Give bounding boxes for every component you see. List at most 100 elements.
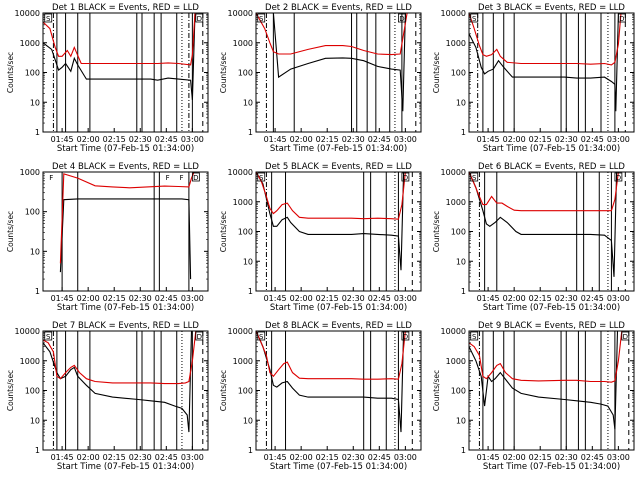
flag-box-d [621,331,630,341]
x-axis-label: Start Time (07-Feb-15 01:34:00) [483,303,620,313]
flag-box-d [398,13,406,23]
plot-frame [42,12,209,133]
plot-frame [42,330,209,451]
y-tick-label: 10 [456,257,466,266]
series-line-lld [255,330,421,380]
x-axis-label: Start Time (07-Feb-15 01:34:00) [483,462,620,472]
x-tick-label: 03:00 [607,453,630,462]
flag-d: D [623,333,628,341]
y-axis-label: Counts/sec [219,211,228,252]
flag-box-d [617,13,626,23]
y-tick-label: 1000 [233,39,253,48]
x-tick-label: 02:30 [129,453,152,462]
panel-det-4: Det 4 BLACK = Events, RED = LLD 1 10 100 100… [6,162,209,313]
y-axis-label: Counts/sec [432,211,441,252]
x-tick-label: 02:30 [342,135,365,144]
y-tick-label: 1000 [233,357,253,366]
x-tick-label: 02:00 [290,453,313,462]
series-line-lld [468,330,634,383]
flag-box-s [470,13,479,23]
y-axis-label: Counts/sec [219,370,228,411]
y-tick-label: 100 [25,387,40,396]
panel-title: Det 8 BLACK = Events, RED = LLD [265,321,412,331]
x-tick-label: 03:00 [607,294,630,303]
y-tick-label: 10 [243,257,253,266]
series-line-events [42,12,208,100]
flag-f: F [49,174,53,182]
y-tick-label: 1 [461,287,466,296]
flag-f: F [179,174,183,182]
x-tick-label: 03:00 [394,294,417,303]
x-tick-label: 03:00 [394,135,417,144]
series-line-events [468,171,634,277]
x-tick-label: 02:15 [529,294,552,303]
y-tick-label: 1000 [233,198,253,207]
x-tick-label: 02:00 [77,135,100,144]
x-axis-label: Start Time (07-Feb-15 01:34:00) [270,144,407,154]
flag-s: S [46,333,51,341]
x-tick-label: 03:00 [181,453,204,462]
flag-s: S [472,333,477,341]
panel-det-2: Det 2 BLACK = Events, RED = LLD 1 10 100 100… [219,3,422,154]
panel-title: Det 2 BLACK = Events, RED = LLD [265,3,412,13]
y-tick-label: 100 [451,228,466,237]
y-axis-label: Counts/sec [432,52,441,93]
flag-s: S [259,333,264,341]
x-tick-label: 02:45 [155,453,178,462]
x-tick-label: 02:30 [129,294,152,303]
x-tick-label: 02:15 [103,453,126,462]
y-tick-label: 100 [25,208,40,217]
flag-box-s [470,172,479,182]
plot-frame [255,12,422,133]
y-tick-label: 100 [238,228,253,237]
plot-frame [468,171,635,292]
x-tick-label: 01:45 [51,294,74,303]
x-tick-label: 03:00 [607,135,630,144]
x-tick-label: 02:45 [581,294,604,303]
x-tick-label: 02:30 [342,294,365,303]
flag-box-d [614,172,623,182]
panel-det-5: Det 5 BLACK = Events, RED = LLD 1 10 100 100… [219,162,422,313]
x-tick-label: 02:15 [529,135,552,144]
flag-box-d [401,331,410,341]
x-tick-label: 01:45 [264,294,287,303]
flag-s: S [472,15,477,23]
x-tick-label: 03:00 [394,453,417,462]
y-axis-label: Counts/sec [219,52,228,93]
panel-title: Det 7 BLACK = Events, RED = LLD [52,321,199,331]
flag-s: S [259,15,264,23]
flag-f: F [166,174,170,182]
x-tick-label: 02:00 [503,294,526,303]
y-tick-label: 1000 [20,39,40,48]
flag-d: D [403,174,408,182]
panel-title: Det 9 BLACK = Events, RED = LLD [478,321,625,331]
x-tick-label: 02:15 [103,135,126,144]
y-tick-label: 1000 [446,198,466,207]
series-line-lld [255,171,421,220]
y-tick-label: 10 [243,98,253,107]
series-line-events [468,12,634,112]
y-tick-label: 10000 [228,9,253,18]
y-axis-label: Counts/sec [6,370,15,411]
y-tick-label: 10000 [441,9,466,18]
flag-box-d [195,331,204,341]
flag-box-s [470,331,479,341]
y-tick-label: 100 [451,69,466,78]
flag-d: D [197,15,202,23]
flag-d: D [619,15,624,23]
flag-d: D [197,333,202,341]
y-axis-label: Counts/sec [6,52,15,93]
x-tick-label: 02:15 [316,453,339,462]
x-tick-label: 02:30 [129,135,152,144]
y-tick-label: 1 [35,446,40,455]
y-tick-label: 100 [451,387,466,396]
x-axis-label: Start Time (07-Feb-15 01:34:00) [483,144,620,154]
x-tick-label: 03:00 [181,135,204,144]
x-tick-label: 02:45 [581,453,604,462]
x-axis-label: Start Time (07-Feb-15 01:34:00) [57,144,194,154]
y-tick-label: 10 [456,416,466,425]
y-tick-label: 10 [243,416,253,425]
series-line-events [256,12,421,112]
y-tick-label: 100 [238,69,253,78]
